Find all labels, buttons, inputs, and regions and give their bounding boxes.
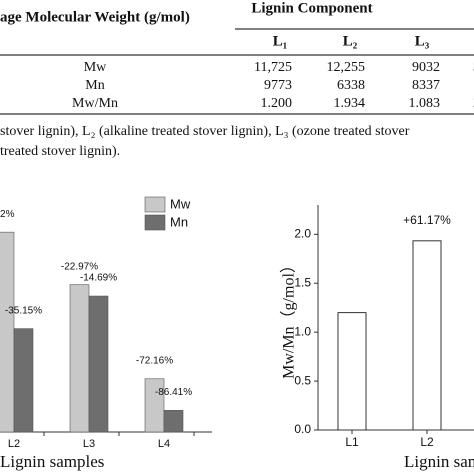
- x-tick-label: L2: [8, 438, 20, 450]
- value-label: +61.17%: [403, 213, 451, 227]
- bar: [412, 240, 442, 431]
- x-axis-label: Lignin samples: [404, 452, 474, 471]
- value-label: -14.69%: [80, 273, 117, 284]
- cell: 11,725: [254, 60, 292, 75]
- bar: [144, 378, 165, 433]
- y-tick-label: 0.5: [294, 373, 311, 387]
- y-tick-label: 0.0: [294, 422, 311, 436]
- bar: [13, 328, 34, 433]
- column-header: L₃: [415, 33, 430, 49]
- table-group: Lignin Component: [251, 0, 372, 16]
- cell: 9773: [264, 78, 292, 93]
- row-label: Mw: [84, 60, 107, 75]
- cell: 12,255: [327, 60, 366, 75]
- column-header: L₂: [343, 33, 358, 49]
- table-title: age Molecular Weight (g/mol): [0, 9, 190, 25]
- caption-line: treated stover lignin).: [0, 144, 120, 159]
- value-label: -35.15%: [5, 305, 42, 316]
- cell: 1.934: [334, 96, 366, 111]
- value-label: -86.41%: [155, 387, 192, 398]
- x-tick-label: L2: [420, 435, 434, 449]
- x-tick-label: L1: [345, 435, 359, 449]
- y-tick-label: 2.0: [294, 227, 311, 241]
- legend-swatch: [144, 214, 166, 231]
- value-label: 52%: [0, 209, 15, 220]
- legend-label: Mw: [170, 196, 191, 211]
- bar: [337, 312, 367, 431]
- cell: 6338: [337, 78, 365, 93]
- y-tick-label: 1.5: [294, 275, 311, 289]
- y-axis-label: Mw/Mn（g/mol）: [280, 257, 298, 379]
- legend-swatch: [144, 196, 166, 213]
- value-label: -72.16%: [136, 355, 173, 366]
- y-tick-label: 1.0: [294, 324, 311, 338]
- row-label: Mw/Mn: [72, 96, 118, 111]
- column-header: L₁: [273, 33, 288, 49]
- bar: [163, 410, 184, 433]
- cell: 9032: [412, 60, 440, 75]
- value-label: -22.97%: [61, 261, 98, 272]
- legend-label: Mn: [170, 214, 188, 229]
- cell: 8337: [412, 78, 440, 93]
- bar: [69, 284, 90, 433]
- row-label: Mn: [85, 78, 104, 93]
- x-tick-label: L4: [158, 438, 170, 450]
- x-axis-label: Lignin samples: [0, 452, 104, 471]
- x-tick-label: L3: [83, 438, 95, 450]
- bar: [88, 295, 109, 433]
- cell: 1.200: [261, 96, 293, 111]
- caption-line: stover lignin), L₂ (alkaline treated sto…: [0, 124, 410, 139]
- bar: [0, 231, 15, 433]
- cell: 1.083: [409, 96, 441, 111]
